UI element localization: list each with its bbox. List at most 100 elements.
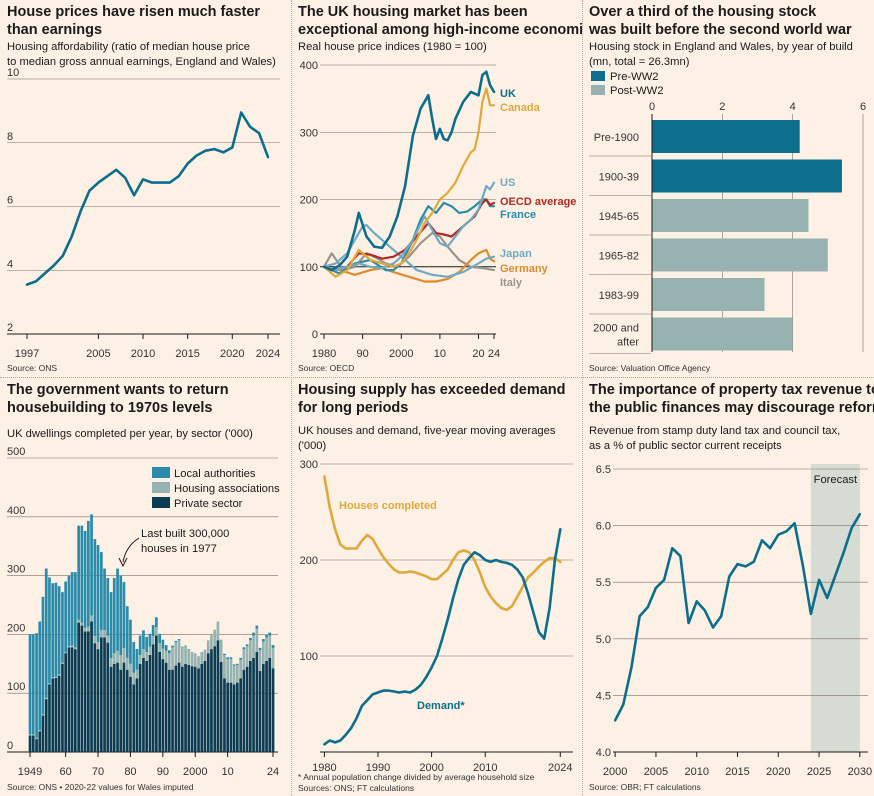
bar-local-auth xyxy=(187,649,191,650)
bar-private xyxy=(200,663,204,752)
bar-private xyxy=(80,625,84,752)
chart-title-line-0: The importance of property tax revenue t… xyxy=(589,382,874,398)
bar-housing-assoc xyxy=(268,635,272,658)
annotation-arrowhead xyxy=(118,557,128,568)
bar-housing-assoc xyxy=(181,647,184,667)
chart-real-house-prices: The UK housing market has been exceptiona… xyxy=(298,4,582,373)
bar-private xyxy=(41,715,45,752)
chart-affordability: House prices have risen much faster than … xyxy=(7,4,280,373)
label-houses-completed: Houses completed xyxy=(339,500,437,512)
x-tick-label: 1980 xyxy=(312,762,336,774)
legend-label-us: US xyxy=(500,177,515,189)
x-tick-label: 2000 xyxy=(389,348,413,360)
x-tick-label: 80 xyxy=(124,766,136,778)
bar-private xyxy=(87,631,90,752)
bar-housing-assoc xyxy=(171,647,174,670)
bar-housing-assoc xyxy=(161,648,165,660)
bar-housing-assoc xyxy=(226,659,229,683)
y-tick-label: 6 xyxy=(7,195,13,207)
bar-local-auth xyxy=(132,642,136,673)
x-tick-label: 70 xyxy=(92,766,104,778)
bar-private xyxy=(57,675,61,752)
footnote: * Annual population change divided by av… xyxy=(298,772,535,782)
legend-swatch xyxy=(152,467,170,478)
bar-housing-assoc xyxy=(168,653,171,670)
bar-private xyxy=(171,669,174,752)
bar-housing-assoc xyxy=(210,634,213,650)
legend-label-japan: Japan xyxy=(500,248,532,260)
bar-housing-assoc xyxy=(112,653,116,664)
bar-local-auth xyxy=(229,657,233,660)
bar-local-auth xyxy=(31,634,35,735)
bar-private xyxy=(187,665,191,752)
source-note: Source: ONS xyxy=(7,363,57,373)
bar-local-auth xyxy=(161,639,165,649)
x-tick-label: 2015 xyxy=(725,766,749,778)
bar-housing-assoc xyxy=(80,622,84,626)
forecast-band xyxy=(810,464,860,752)
bar-housing-assoc xyxy=(96,642,100,650)
bar-private xyxy=(203,660,207,752)
bar-private xyxy=(197,668,200,752)
bar-local-auth xyxy=(145,636,148,653)
bar-local-auth xyxy=(61,592,64,663)
category-label: 1900-39 xyxy=(599,172,639,184)
bar-local-auth xyxy=(93,539,97,637)
legend-label-italy: Italy xyxy=(500,277,523,289)
bar-local-auth xyxy=(252,632,255,636)
bar-housing-assoc xyxy=(129,663,132,677)
x-tick-label: 2000 xyxy=(183,766,207,778)
series-line-canada xyxy=(322,87,496,278)
x-tick-label: 60 xyxy=(60,766,72,778)
bar-housing-assoc xyxy=(223,655,226,679)
bar-1900-39 xyxy=(652,159,842,193)
bar-local-auth xyxy=(171,645,174,648)
bar-private xyxy=(255,652,259,752)
bar-local-auth xyxy=(223,653,226,655)
bar-private xyxy=(112,663,116,752)
bar-private xyxy=(239,678,242,752)
bar-private xyxy=(206,653,210,752)
bar-private xyxy=(216,640,220,752)
bar-local-auth xyxy=(177,639,181,641)
bar-local-auth xyxy=(129,619,132,664)
bar-private xyxy=(193,666,197,752)
bar-housing-assoc xyxy=(271,647,275,669)
legend-label: Local authorities xyxy=(174,468,256,480)
bar-local-auth xyxy=(90,514,93,616)
bar-housing-assoc xyxy=(70,645,74,648)
bar-private xyxy=(64,653,67,752)
y-tick-label: 200 xyxy=(300,195,318,207)
legend-label-uk: UK xyxy=(500,88,516,100)
series-line-property-tax xyxy=(613,513,862,722)
bar-housing-assoc xyxy=(187,649,191,665)
x-tick-label: 0 xyxy=(649,101,655,113)
series-line-uk xyxy=(322,70,496,272)
bar-local-auth xyxy=(106,578,110,636)
bar-local-auth xyxy=(87,520,90,627)
legend-label: Pre-WW2 xyxy=(610,71,658,83)
bar-private xyxy=(181,666,184,752)
x-tick-label: 2010 xyxy=(684,766,708,778)
bar-housing-assoc xyxy=(138,655,142,664)
y-tick-label: 300 xyxy=(300,459,318,471)
bar-private xyxy=(100,637,103,752)
bar-local-auth xyxy=(35,633,38,738)
bar-housing-assoc xyxy=(132,672,136,685)
bar-housing-assoc xyxy=(125,657,129,670)
bar-local-auth xyxy=(239,657,242,660)
bar-private xyxy=(90,621,93,752)
x-tick-label: 2030 xyxy=(848,766,872,778)
panel-housing-stock: Over a third of the housing stock was bui… xyxy=(582,0,873,398)
bar-local-auth xyxy=(181,646,184,648)
bar-housing-assoc xyxy=(119,655,123,670)
bar-housing-assoc xyxy=(87,626,90,632)
x-tick-label: 2024 xyxy=(548,762,572,774)
y-tick-label: 500 xyxy=(7,446,25,458)
bar-private xyxy=(77,622,80,752)
x-tick-label: 2010 xyxy=(473,762,497,774)
bar-local-auth xyxy=(135,649,139,670)
bar-housing-assoc xyxy=(51,677,55,679)
x-tick-label: 2015 xyxy=(175,348,199,360)
bar-housing-assoc xyxy=(158,643,161,652)
